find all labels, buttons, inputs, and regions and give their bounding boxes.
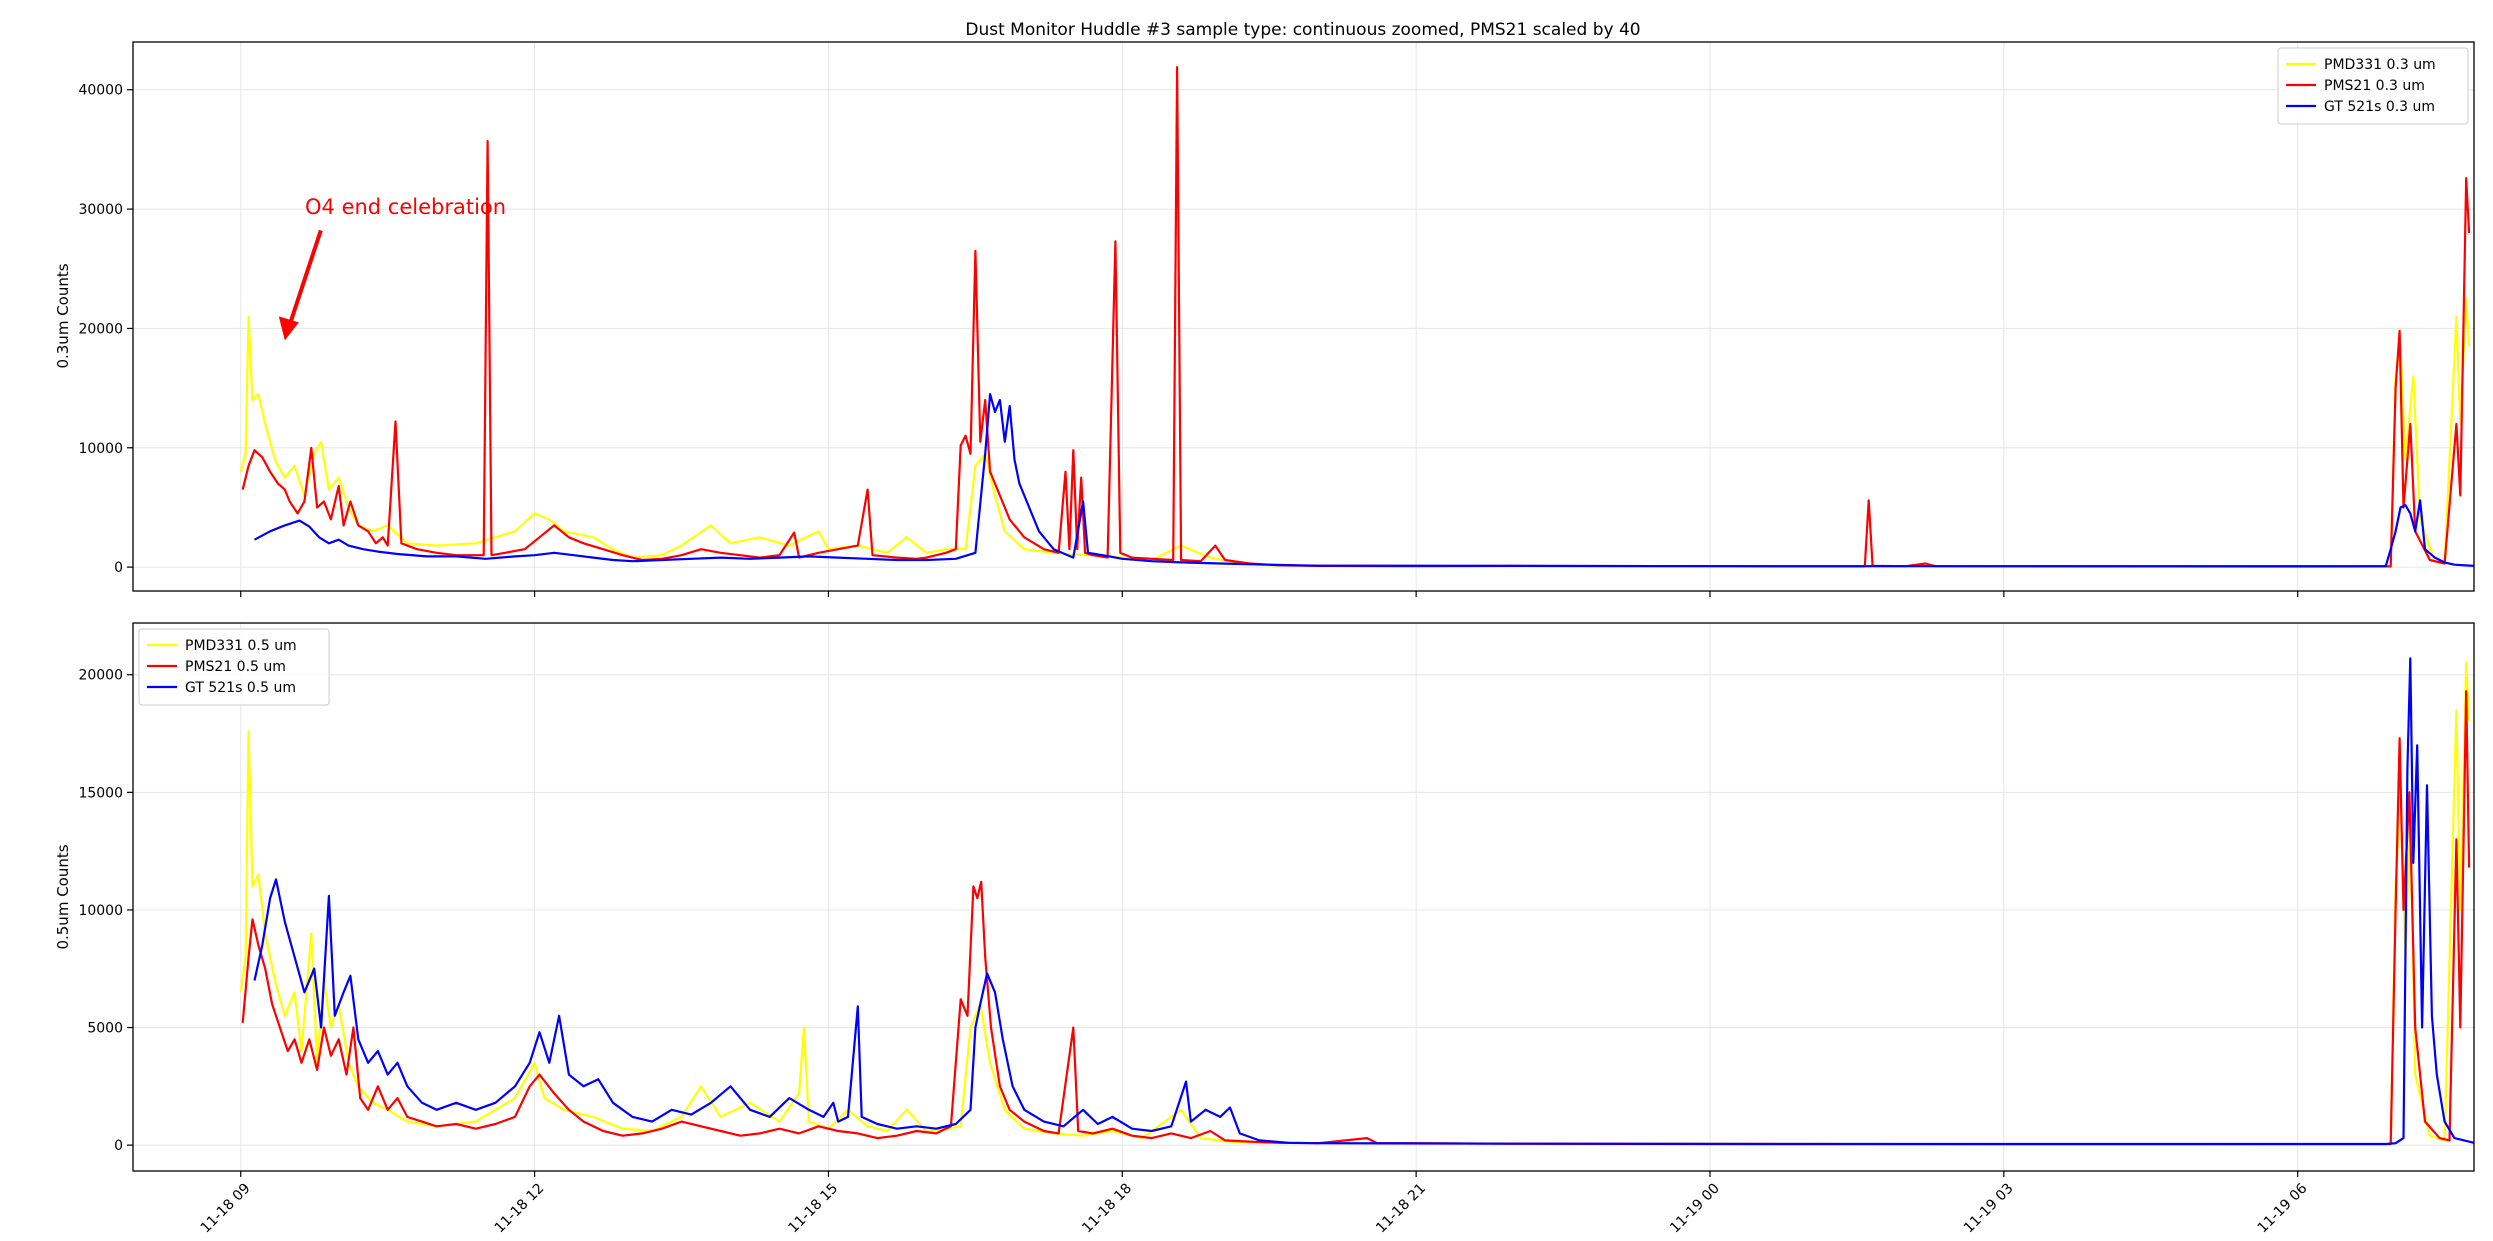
x-tick-label: 11-19 03 (1961, 1181, 2017, 1237)
top-panel-0.3um: O4 end celebration 0 10000 20000 30000 40000… (54, 41, 2475, 597)
bottom-legend: PMD331 0.5 um PMS21 0.5 um GT 521s 0.5 um (138, 628, 330, 706)
series-line-gt-521s-0-5-um (253, 657, 2475, 1146)
x-tick-label: 11-19 00 (1667, 1181, 1723, 1237)
x-tick-label: 11-18 09 (198, 1181, 254, 1237)
legend-label: PMS21 0.5 um (185, 659, 286, 675)
annotation-group: O4 end celebration (278, 195, 506, 341)
legend-label: PMD331 0.5 um (185, 638, 297, 654)
y-tick-label: 30000 (78, 202, 123, 218)
y-tick-label: 10000 (78, 441, 123, 457)
bottom-y-ticks: 0 5000 10000 15000 20000 (78, 668, 133, 1154)
top-legend: PMD331 0.3 um PMS21 0.3 um GT 521s 0.3 um (2277, 47, 2469, 125)
annotation-arrow-head (278, 316, 299, 341)
top-axes-frame (132, 41, 2475, 592)
series-line-pmd331-0-3-um (239, 297, 2471, 568)
annotation-text: O4 end celebration (305, 195, 506, 219)
top-y-axis-label: 0.3um Counts (54, 263, 72, 368)
legend-label: PMD331 0.3 um (2324, 57, 2436, 73)
y-tick-label: 20000 (78, 321, 123, 337)
series-line-pms21-0-5-um (241, 690, 2471, 1146)
x-tick-label: 11-18 12 (492, 1181, 548, 1237)
x-tick-label: 11-18 21 (1373, 1181, 1429, 1237)
x-tick-label: 11-18 15 (785, 1181, 841, 1237)
top-y-ticks: 0 10000 20000 30000 40000 (78, 83, 133, 576)
y-tick-label: 40000 (78, 83, 123, 99)
legend-label: GT 521s 0.3 um (2324, 99, 2435, 115)
y-tick-label: 0 (114, 1138, 123, 1154)
top-series (239, 66, 2475, 568)
x-tick-label: 11-18 18 (1079, 1181, 1135, 1237)
y-tick-label: 20000 (78, 668, 123, 684)
legend-box (138, 628, 330, 706)
series-line-gt-521s-0-3-um (253, 393, 2475, 568)
y-tick-label: 10000 (78, 903, 123, 919)
legend-box (2277, 47, 2469, 125)
bottom-y-axis-label: 0.5um Counts (54, 844, 72, 949)
legend-label: PMS21 0.3 um (2324, 78, 2425, 94)
y-tick-label: 15000 (78, 785, 123, 801)
bottom-x-ticks: 11-18 09 11-18 12 11-18 15 11-18 18 11-18 21… (198, 1171, 2311, 1236)
bottom-grid (133, 623, 2474, 1171)
top-x-ticks (240, 591, 2299, 597)
bottom-series (239, 657, 2475, 1146)
legend-label: GT 521s 0.5 um (185, 680, 296, 696)
bottom-axes-frame (132, 622, 2475, 1172)
y-tick-label: 5000 (87, 1021, 123, 1037)
chart-title: Dust Monitor Huddle #3 sample type: cont… (965, 20, 1640, 40)
series-line-pmd331-0-5-um (239, 661, 2471, 1146)
y-tick-label: 0 (114, 560, 123, 576)
annotation-arrow-shaft (287, 229, 323, 325)
x-tick-label: 11-19 06 (2255, 1180, 2311, 1236)
series-line-pms21-0-3-um (241, 66, 2471, 568)
